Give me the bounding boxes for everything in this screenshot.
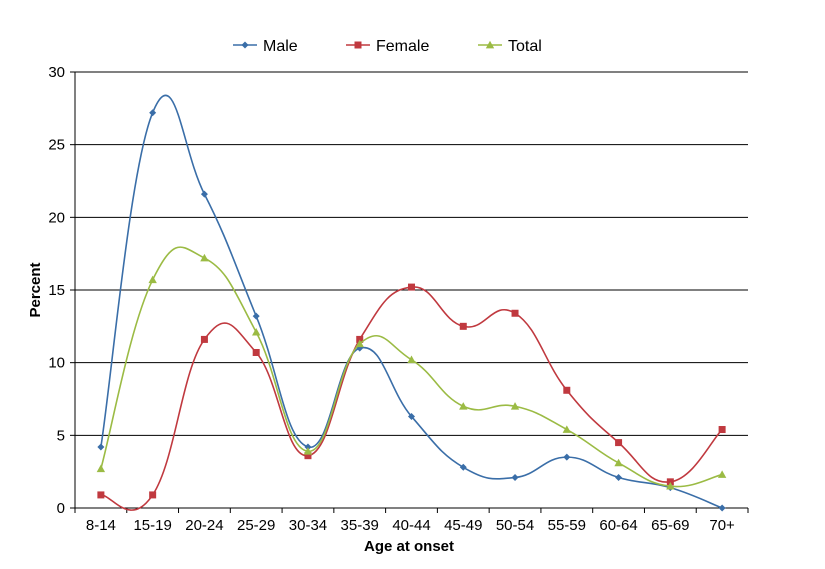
grid [75, 71, 748, 436]
x-tick-label: 8-14 [86, 517, 116, 534]
x-tick-label: 35-39 [341, 517, 379, 534]
y-axis-title: Percent [27, 262, 44, 317]
y-tick-label: 10 [48, 355, 65, 372]
legend-marker-total [485, 40, 495, 49]
axes: 0 5 10 15 20 25 30 8-14 15-19 20-24 25-29 30-34 35-3… [48, 64, 749, 534]
data-point-total [200, 253, 209, 262]
legend-item-male: Male [233, 38, 298, 55]
x-tick-label: 25-29 [237, 517, 275, 534]
x-tick-label: 50-54 [496, 517, 534, 534]
data-point-total [562, 425, 572, 433]
x-tick-label: 15-19 [133, 517, 171, 534]
data-point-male [615, 473, 623, 481]
data-point-female [718, 426, 726, 434]
y-tick-label: 25 [48, 137, 65, 154]
data-point-total [614, 458, 623, 467]
data-point-female [511, 309, 519, 317]
data-point-male [252, 312, 260, 320]
legend-item-female: Female [346, 38, 429, 55]
series-male [97, 94, 726, 512]
data-point-total [251, 327, 261, 336]
data-point-total [148, 275, 157, 284]
data-point-female [615, 439, 623, 447]
x-tick-label: 40-44 [392, 517, 430, 534]
data-point-total [96, 464, 106, 473]
data-point-male [304, 443, 312, 451]
data-point-male [718, 504, 726, 512]
data-point-total [407, 355, 416, 364]
legend-label-total: Total [508, 38, 542, 55]
y-tick-label: 5 [57, 427, 65, 444]
x-tick-label: 30-34 [289, 517, 327, 534]
data-point-total [666, 482, 675, 490]
x-tick-label: 45-49 [444, 517, 482, 534]
data-point-total [717, 470, 727, 478]
data-point-female [563, 386, 571, 394]
data-point-female [408, 283, 415, 291]
data-point-male [408, 412, 415, 420]
series-female [97, 283, 726, 511]
legend-label-female: Female [376, 38, 429, 55]
data-point-female [252, 348, 260, 356]
legend-label-male: Male [263, 38, 298, 55]
series-line-male [100, 94, 723, 509]
data-point-female [459, 322, 467, 330]
x-tick-label: 70+ [709, 517, 735, 534]
y-tick-label: 0 [57, 500, 65, 517]
x-tick-label: 65-69 [651, 517, 689, 534]
data-point-total [510, 402, 520, 410]
x-tick-label: 60-64 [599, 517, 637, 534]
data-point-male [511, 473, 519, 481]
data-point-total [303, 447, 313, 455]
data-point-total [355, 339, 364, 348]
series-line-total [100, 246, 723, 488]
legend: Male Female Total [233, 38, 542, 55]
y-tick-label: 30 [48, 64, 65, 81]
data-point-male [97, 443, 105, 451]
data-point-female [666, 478, 674, 486]
y-tick-label: 15 [48, 282, 65, 299]
series-line-female [100, 286, 723, 511]
legend-item-total: Total [478, 38, 542, 55]
legend-marker-female [354, 41, 362, 49]
data-point-female [97, 491, 105, 499]
data-point-female [149, 491, 157, 499]
x-tick-label: 20-24 [185, 517, 223, 534]
x-axis-title: Age at onset [364, 538, 454, 555]
data-point-total [459, 402, 468, 410]
y-tick-label: 20 [48, 209, 65, 226]
data-point-female [304, 452, 312, 460]
data-point-male [200, 190, 208, 198]
data-point-male [563, 453, 571, 461]
data-point-male [459, 463, 467, 471]
data-point-female [356, 335, 364, 343]
x-tick-label: 55-59 [548, 517, 586, 534]
data-point-male [149, 109, 157, 117]
legend-marker-male [241, 41, 249, 49]
series-layer [96, 94, 727, 512]
series-total [96, 246, 727, 490]
data-point-female [200, 335, 208, 343]
